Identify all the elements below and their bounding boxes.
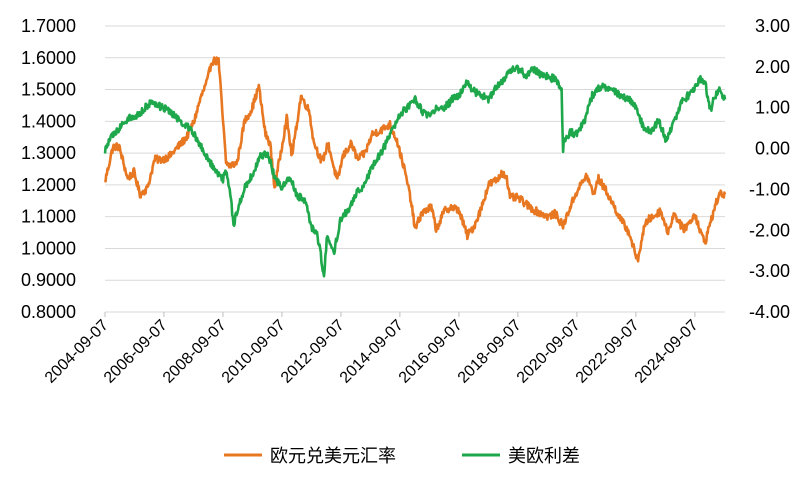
- left-tick-label: 1.5000: [21, 80, 76, 100]
- gridlines: [105, 25, 725, 313]
- left-tick-label: 1.3000: [21, 143, 76, 163]
- x-tick-label: 2024-09-07: [632, 317, 702, 387]
- right-tick-label: 2.00: [755, 57, 790, 77]
- legend-label-spread: 美欧利差: [508, 446, 580, 466]
- right-tick-label: 1.00: [755, 98, 790, 118]
- right-tick-label: 0.00: [755, 139, 790, 159]
- right-tick-label: -4.00: [749, 302, 790, 322]
- right-tick-label: -2.00: [749, 220, 790, 240]
- legend-item-fx: 欧元兑美元汇率: [224, 446, 396, 466]
- right-tick-label: -1.00: [749, 179, 790, 199]
- left-tick-label: 1.7000: [21, 16, 76, 36]
- right-tick-label: 3.00: [755, 16, 790, 36]
- left-tick-label: 1.0000: [21, 238, 76, 258]
- left-axis-ticks: 0.8000 0.9000 1.0000 1.1000 1.2000 1.3000 1.40…: [21, 16, 76, 322]
- left-tick-label: 0.8000: [21, 302, 76, 322]
- left-tick-label: 1.6000: [21, 48, 76, 68]
- series-line-0: [103, 56, 727, 263]
- right-tick-label: -3.00: [749, 261, 790, 281]
- legend: 欧元兑美元汇率 美欧利差: [224, 446, 580, 466]
- left-tick-label: 0.9000: [21, 270, 76, 290]
- left-tick-label: 1.2000: [21, 175, 76, 195]
- series-lines: [103, 56, 727, 278]
- legend-label-fx: 欧元兑美元汇率: [270, 446, 396, 466]
- series-line-1: [103, 64, 727, 278]
- left-tick-label: 1.4000: [21, 111, 76, 131]
- right-axis-ticks: 3.00 2.00 1.00 0.00 -1.00 -2.00 -3.00 -4.00: [749, 16, 790, 322]
- legend-item-spread: 美欧利差: [462, 446, 580, 466]
- x-axis-ticks: 2004-09-072006-09-072008-09-072010-09-07…: [42, 312, 702, 387]
- left-tick-label: 1.1000: [21, 207, 76, 227]
